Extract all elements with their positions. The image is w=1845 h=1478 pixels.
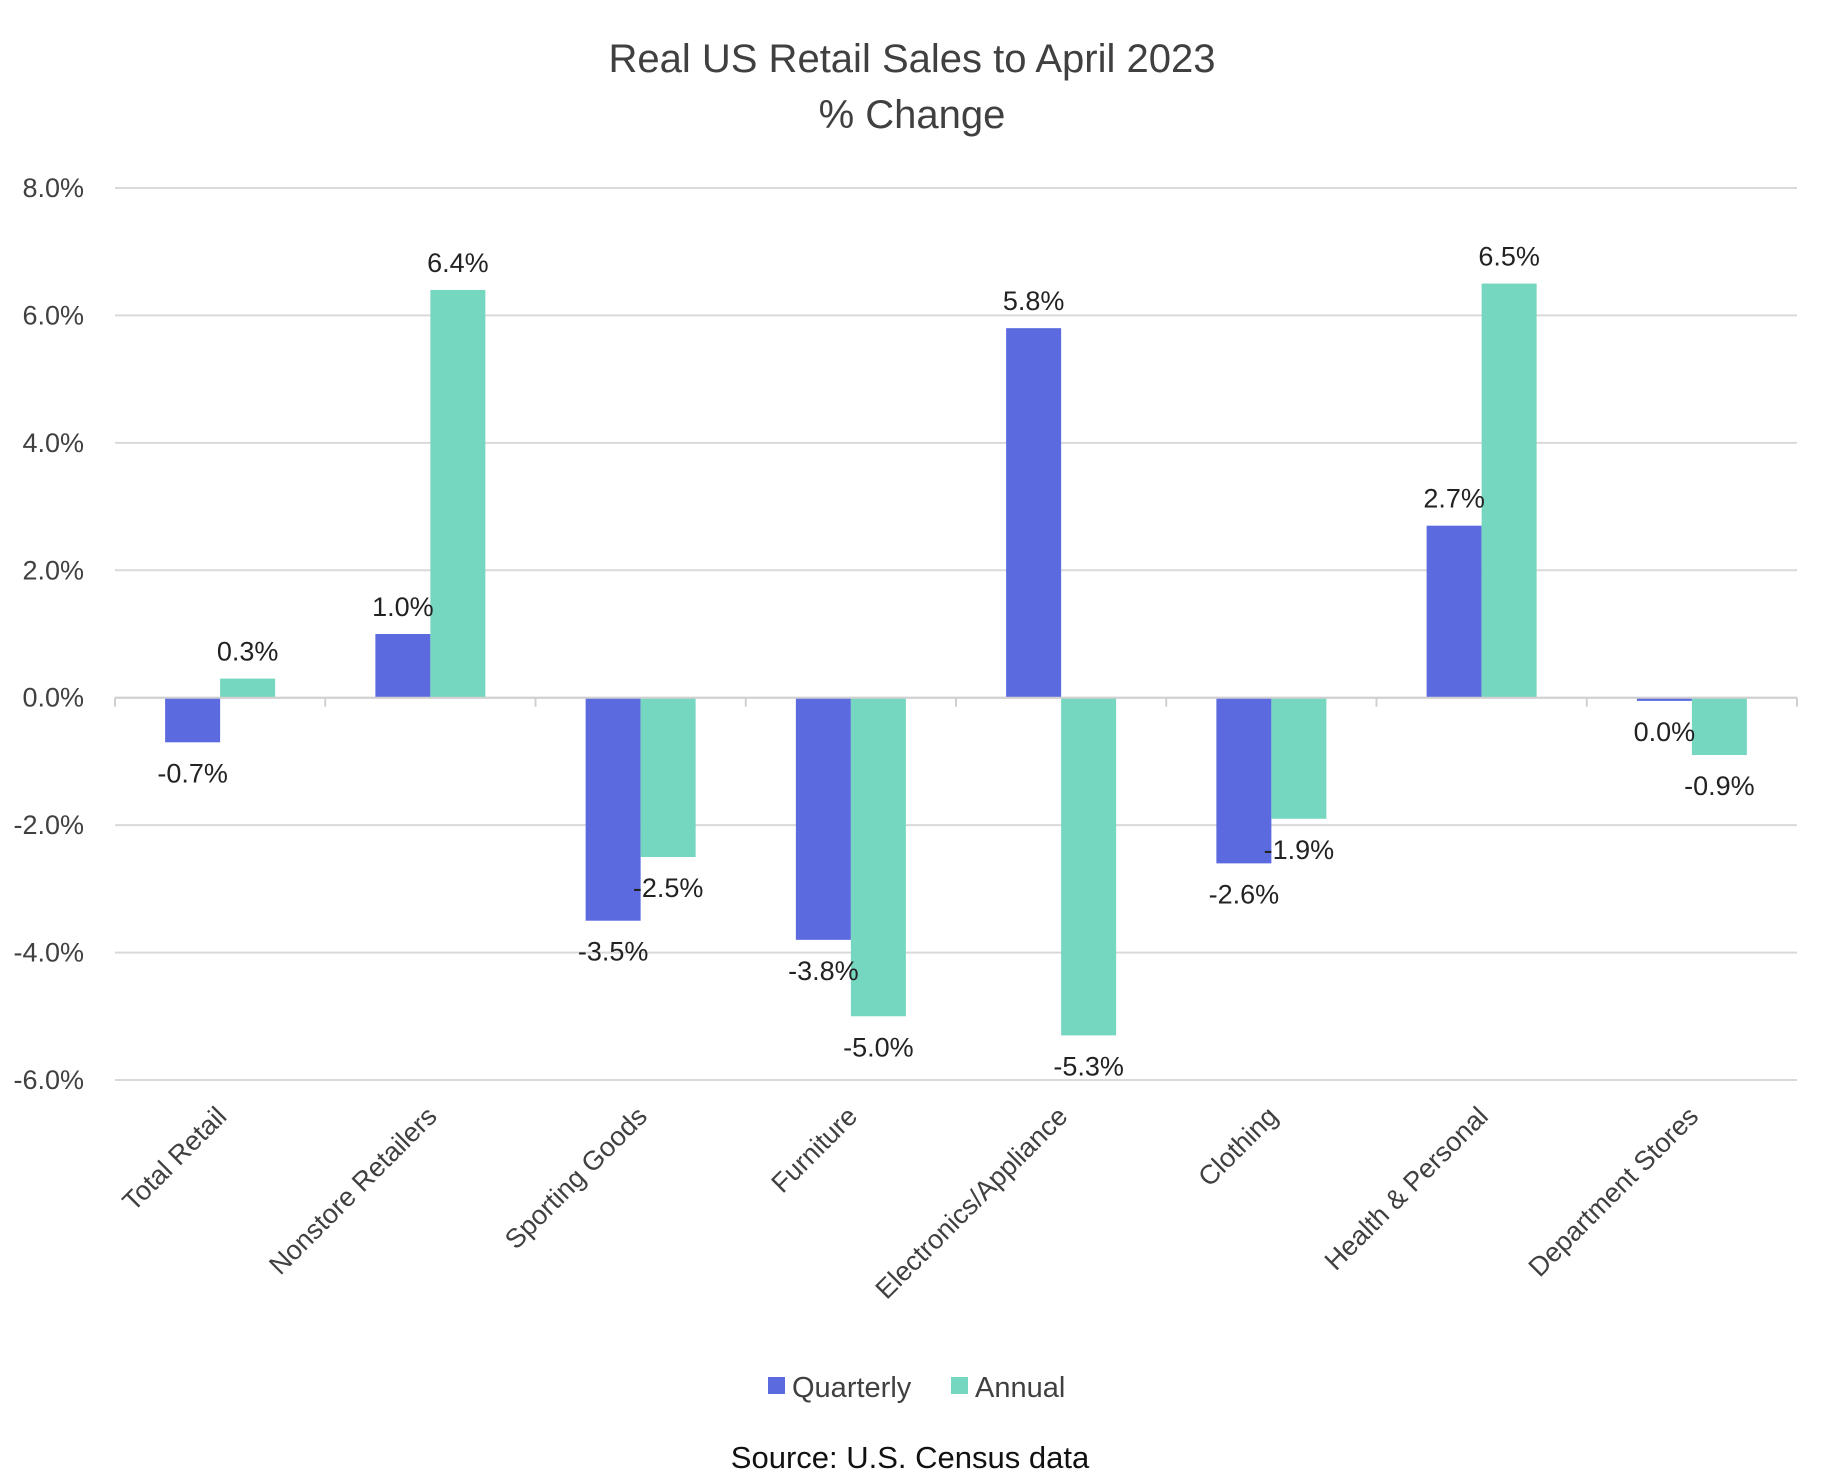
bar-annual-7	[1691, 697, 1747, 756]
legend-swatch-quarterly	[768, 1377, 785, 1394]
source-note: Source: U.S. Census data	[731, 1440, 1090, 1475]
chart-title: Real US Retail Sales to April 2023	[609, 37, 1216, 81]
y-tick-label: -4.0%	[13, 938, 84, 968]
category-label: Nonstore Retailers	[263, 1101, 442, 1280]
data-label-quarterly-7: 0.0%	[1634, 717, 1696, 747]
category-label: Total Retail	[117, 1101, 233, 1217]
data-label-quarterly-0: -0.7%	[157, 758, 228, 788]
bar-annual-2	[640, 697, 696, 857]
data-label-annual-5: -1.9%	[1264, 835, 1335, 865]
legend-label-quarterly: Quarterly	[792, 1372, 912, 1404]
bar-annual-4	[1061, 697, 1117, 1036]
data-labels: -0.7% 1.0% -3.5% -3.8% 5.8% -2.6% 2.7% 0.0% 0.3%…	[157, 242, 1754, 1082]
data-label-annual-1: 6.4%	[427, 248, 489, 278]
data-label-annual-4: -5.3%	[1053, 1051, 1124, 1081]
bars	[165, 283, 1747, 1036]
data-label-quarterly-4: 5.8%	[1003, 286, 1065, 316]
x-axis	[114, 696, 1798, 707]
y-tick-label: 0.0%	[22, 683, 84, 713]
y-axis-ticks: 8.0% 6.0% 4.0% 2.0% 0.0% -2.0% -4.0% -6.0%	[13, 173, 84, 1095]
data-label-annual-3: -5.0%	[843, 1032, 914, 1062]
data-label-annual-0: 0.3%	[217, 637, 279, 667]
bar-quarterly-0	[165, 697, 221, 743]
category-label: Electronics/Appliance	[870, 1101, 1074, 1305]
y-tick-label: 2.0%	[22, 555, 84, 585]
data-label-annual-7: -0.9%	[1684, 771, 1755, 801]
bar-annual-6	[1481, 283, 1537, 698]
legend-label-annual: Annual	[975, 1372, 1065, 1404]
bar-quarterly-1	[375, 634, 431, 698]
y-tick-label: -2.0%	[13, 810, 84, 840]
data-label-quarterly-3: -3.8%	[788, 956, 859, 986]
bar-annual-5	[1271, 697, 1327, 819]
category-label: Department Stores	[1523, 1101, 1704, 1282]
bar-annual-0	[220, 678, 276, 698]
bar-quarterly-6	[1426, 525, 1482, 698]
y-tick-label: 6.0%	[22, 300, 84, 330]
legend: Quarterly Annual	[768, 1372, 1065, 1404]
category-label: Furniture	[766, 1101, 864, 1199]
data-label-annual-2: -2.5%	[633, 873, 704, 903]
y-tick-label: 4.0%	[22, 428, 84, 458]
y-tick-label: -6.0%	[13, 1065, 84, 1095]
bar-quarterly-7	[1636, 697, 1692, 701]
bar-quarterly-5	[1216, 697, 1272, 864]
category-label: Health & Personal	[1319, 1101, 1494, 1276]
bar-annual-3	[850, 697, 906, 1017]
data-label-quarterly-6: 2.7%	[1423, 484, 1485, 514]
category-label: Clothing	[1192, 1101, 1283, 1192]
data-label-annual-6: 6.5%	[1478, 242, 1540, 272]
data-label-quarterly-2: -3.5%	[578, 937, 649, 967]
legend-swatch-annual	[951, 1377, 968, 1394]
bar-quarterly-4	[1006, 328, 1062, 698]
bar-quarterly-2	[585, 697, 641, 921]
category-label: Sporting Goods	[499, 1101, 653, 1255]
bar-annual-1	[430, 289, 486, 698]
bar-quarterly-3	[795, 697, 851, 940]
category-labels: Total Retail Nonstore Retailers Sporting G…	[117, 1101, 1704, 1305]
data-label-quarterly-1: 1.0%	[372, 592, 434, 622]
chart-subtitle: % Change	[819, 93, 1006, 137]
gridlines	[115, 187, 1797, 1081]
data-label-quarterly-5: -2.6%	[1209, 879, 1280, 909]
y-tick-label: 8.0%	[22, 173, 84, 203]
